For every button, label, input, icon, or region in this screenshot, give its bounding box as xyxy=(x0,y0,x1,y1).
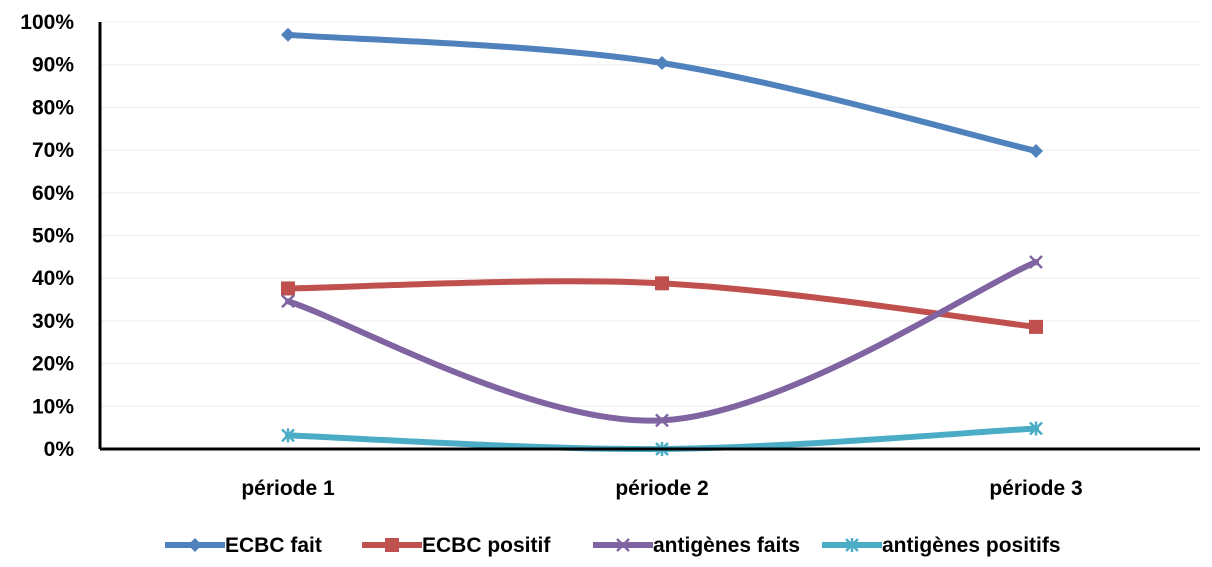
series-0 xyxy=(281,27,1043,158)
y-tick-label: 10% xyxy=(32,395,74,418)
y-tick-label: 70% xyxy=(32,139,74,162)
data-point xyxy=(281,428,295,443)
legend-item: ECBC fait xyxy=(165,534,322,557)
legend-label: ECBC fait xyxy=(225,534,322,557)
x-category-label: période 1 xyxy=(241,477,335,500)
y-tick-label: 40% xyxy=(32,267,74,290)
y-axis-tick-labels: 0% 10% 20% 30% 40% 50% 60% 70% 80% 90% 100% xyxy=(20,11,74,461)
legend: ECBC fait ECBC positif antigènes faits anti… xyxy=(165,534,1061,557)
data-point xyxy=(281,281,295,296)
x-axis-category-labels: période 1 période 2 période 3 xyxy=(241,477,1082,500)
legend-marker xyxy=(845,538,859,552)
legend-marker xyxy=(188,538,202,552)
data-point xyxy=(655,276,669,291)
y-tick-label: 60% xyxy=(32,182,74,205)
data-point xyxy=(281,294,295,309)
y-tick-label: 90% xyxy=(32,54,74,77)
legend-marker xyxy=(616,538,630,552)
legend-label: ECBC positif xyxy=(422,534,551,557)
y-tick-label: 20% xyxy=(32,353,74,376)
y-tick-label: 50% xyxy=(32,225,74,248)
x-category-label: période 3 xyxy=(989,477,1082,500)
data-point xyxy=(281,27,295,42)
legend-item: antigènes positifs xyxy=(822,534,1061,557)
y-tick-label: 30% xyxy=(32,310,74,333)
series-3 xyxy=(281,421,1043,456)
series-lines xyxy=(281,27,1043,456)
y-tick-label: 100% xyxy=(20,11,74,34)
x-category-label: période 2 xyxy=(615,477,708,500)
gridlines xyxy=(100,21,1200,407)
data-point xyxy=(1029,255,1043,269)
series-1 xyxy=(281,276,1043,334)
y-tick-label: 0% xyxy=(44,438,75,461)
legend-label: antigènes faits xyxy=(653,534,800,557)
legend-item: antigènes faits xyxy=(593,534,800,557)
series-2 xyxy=(281,255,1043,428)
legend-item: ECBC positif xyxy=(362,534,551,557)
data-point xyxy=(655,55,669,70)
data-point xyxy=(1029,319,1043,334)
data-point xyxy=(1029,421,1043,436)
data-point xyxy=(1029,143,1043,158)
legend-marker xyxy=(385,538,399,552)
legend-label: antigènes positifs xyxy=(882,534,1061,557)
y-tick-label: 80% xyxy=(32,96,74,119)
axes xyxy=(98,22,1200,451)
series-line xyxy=(285,31,1039,154)
data-point xyxy=(655,413,669,428)
